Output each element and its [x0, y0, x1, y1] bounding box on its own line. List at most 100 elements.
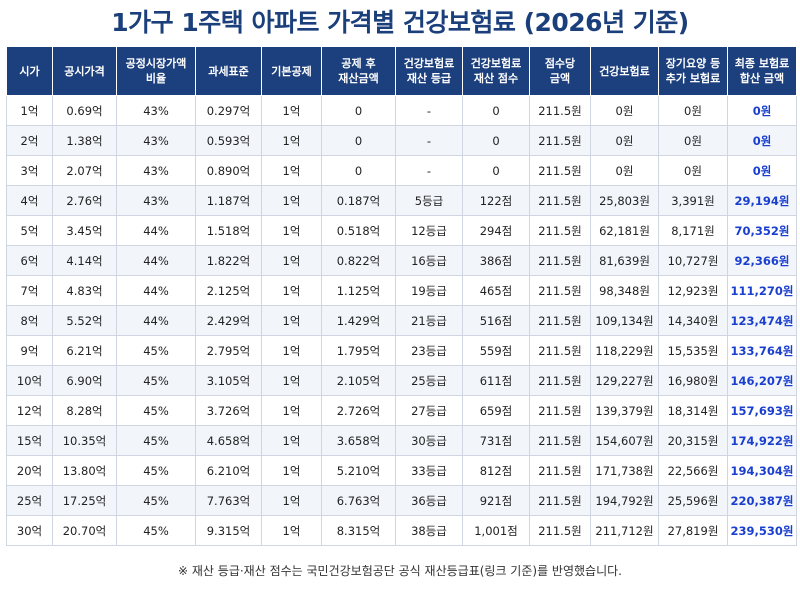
cell-property-score: 812점 — [462, 455, 530, 486]
cell-property-score: 1,001점 — [462, 515, 530, 546]
cell-post-deduction-amount: 1.795억 — [321, 335, 396, 366]
table-row: 12억 8.28억 45% 3.726억 1억 2.726억 27등급 659점 211.5원 1… — [6, 395, 797, 426]
cell-health-premium: 98,348원 — [590, 275, 659, 306]
cell-tax-base: 2.795억 — [195, 335, 262, 366]
cell-amount-per-point: 211.5원 — [529, 515, 591, 546]
cell-market-price: 25억 — [6, 485, 53, 516]
cell-health-premium: 118,229원 — [590, 335, 659, 366]
cell-health-premium: 25,803원 — [590, 185, 659, 216]
cell-tax-base: 6.210억 — [195, 455, 262, 486]
cell-post-deduction-amount: 1.125억 — [321, 275, 396, 306]
cell-property-score: 659점 — [462, 395, 530, 426]
cell-post-deduction-amount: 0.187억 — [321, 185, 396, 216]
cell-amount-per-point: 211.5원 — [529, 365, 591, 396]
cell-market-price: 9억 — [6, 335, 53, 366]
cell-final-total: 146,207원 — [727, 365, 797, 396]
cell-fair-market-ratio: 43% — [116, 185, 196, 216]
cell-market-price: 7억 — [6, 275, 53, 306]
cell-post-deduction-amount: 0.518억 — [321, 215, 396, 246]
cell-tax-base: 0.593억 — [195, 125, 262, 156]
cell-final-total: 0원 — [727, 125, 797, 156]
cell-property-grade: - — [395, 125, 463, 156]
cell-longterm-care-premium: 20,315원 — [658, 425, 728, 456]
cell-post-deduction-amount: 6.763억 — [321, 485, 396, 516]
cell-official-price: 3.45억 — [52, 215, 117, 246]
cell-longterm-care-premium: 16,980원 — [658, 365, 728, 396]
header-tax-base: 과세표준 — [195, 46, 262, 96]
cell-basic-deduction: 1억 — [261, 95, 322, 126]
cell-longterm-care-premium: 18,314원 — [658, 395, 728, 426]
cell-market-price: 2억 — [6, 125, 53, 156]
cell-tax-base: 7.763억 — [195, 485, 262, 516]
cell-official-price: 1.38억 — [52, 125, 117, 156]
cell-market-price: 15억 — [6, 425, 53, 456]
cell-property-score: 0 — [462, 155, 530, 186]
cell-property-grade: - — [395, 95, 463, 126]
cell-amount-per-point: 211.5원 — [529, 425, 591, 456]
cell-official-price: 20.70억 — [52, 515, 117, 546]
cell-fair-market-ratio: 44% — [116, 275, 196, 306]
cell-final-total: 133,764원 — [727, 335, 797, 366]
cell-property-score: 0 — [462, 125, 530, 156]
cell-tax-base: 9.315억 — [195, 515, 262, 546]
cell-final-total: 157,693원 — [727, 395, 797, 426]
cell-amount-per-point: 211.5원 — [529, 275, 591, 306]
cell-property-grade: 27등급 — [395, 395, 463, 426]
cell-health-premium: 154,607원 — [590, 425, 659, 456]
cell-official-price: 2.76억 — [52, 185, 117, 216]
cell-final-total: 239,530원 — [727, 515, 797, 546]
cell-final-total: 0원 — [727, 95, 797, 126]
cell-post-deduction-amount: 0.822억 — [321, 245, 396, 276]
cell-property-score: 122점 — [462, 185, 530, 216]
cell-property-grade: 21등급 — [395, 305, 463, 336]
cell-property-score: 465점 — [462, 275, 530, 306]
cell-basic-deduction: 1억 — [261, 425, 322, 456]
cell-basic-deduction: 1억 — [261, 395, 322, 426]
cell-official-price: 4.14억 — [52, 245, 117, 276]
cell-tax-base: 3.726억 — [195, 395, 262, 426]
cell-tax-base: 1.187억 — [195, 185, 262, 216]
cell-official-price: 8.28억 — [52, 395, 117, 426]
cell-official-price: 4.83억 — [52, 275, 117, 306]
cell-fair-market-ratio: 44% — [116, 305, 196, 336]
table-row: 25억 17.25억 45% 7.763억 1억 6.763억 36등급 921점 211.5원… — [6, 485, 797, 516]
table-row: 20억 13.80억 45% 6.210억 1억 5.210억 33등급 812점 211.5원… — [6, 455, 797, 486]
cell-health-premium: 211,712원 — [590, 515, 659, 546]
cell-official-price: 2.07억 — [52, 155, 117, 186]
cell-basic-deduction: 1억 — [261, 455, 322, 486]
cell-property-score: 294점 — [462, 215, 530, 246]
cell-amount-per-point: 211.5원 — [529, 455, 591, 486]
cell-longterm-care-premium: 10,727원 — [658, 245, 728, 276]
cell-final-total: 174,922원 — [727, 425, 797, 456]
cell-fair-market-ratio: 43% — [116, 155, 196, 186]
cell-property-grade: 36등급 — [395, 485, 463, 516]
cell-official-price: 10.35억 — [52, 425, 117, 456]
cell-basic-deduction: 1억 — [261, 155, 322, 186]
cell-fair-market-ratio: 43% — [116, 95, 196, 126]
header-amount-per-point: 점수당 금액 — [529, 46, 591, 96]
cell-market-price: 8억 — [6, 305, 53, 336]
cell-amount-per-point: 211.5원 — [529, 95, 591, 126]
header-property-grade: 건강보험료 재산 등급 — [395, 46, 463, 96]
page-title: 1가구 1주택 아파트 가격별 건강보험료 (2026년 기준) — [111, 8, 689, 37]
cell-longterm-care-premium: 14,340원 — [658, 305, 728, 336]
table-row: 10억 6.90억 45% 3.105억 1억 2.105억 25등급 611점 211.5원 1… — [6, 365, 797, 396]
table-row: 3억 2.07억 43% 0.890억 1억 0-0 211.5원 0원 0원 0원 — [6, 155, 797, 186]
header-post-deduction-amount: 공제 후 재산금액 — [321, 46, 396, 96]
cell-final-total: 111,270원 — [727, 275, 797, 306]
cell-basic-deduction: 1억 — [261, 485, 322, 516]
cell-fair-market-ratio: 45% — [116, 425, 196, 456]
cell-fair-market-ratio: 45% — [116, 485, 196, 516]
table-row: 2억 1.38억 43% 0.593억 1억 0-0 211.5원 0원 0원 0원 — [6, 125, 797, 156]
cell-market-price: 12억 — [6, 395, 53, 426]
cell-basic-deduction: 1억 — [261, 305, 322, 336]
cell-property-score: 921점 — [462, 485, 530, 516]
cell-basic-deduction: 1억 — [261, 125, 322, 156]
cell-final-total: 92,366원 — [727, 245, 797, 276]
cell-official-price: 6.90억 — [52, 365, 117, 396]
cell-official-price: 0.69억 — [52, 95, 117, 126]
cell-amount-per-point: 211.5원 — [529, 305, 591, 336]
cell-longterm-care-premium: 25,596원 — [658, 485, 728, 516]
cell-market-price: 5억 — [6, 215, 53, 246]
cell-health-premium: 0원 — [590, 125, 659, 156]
